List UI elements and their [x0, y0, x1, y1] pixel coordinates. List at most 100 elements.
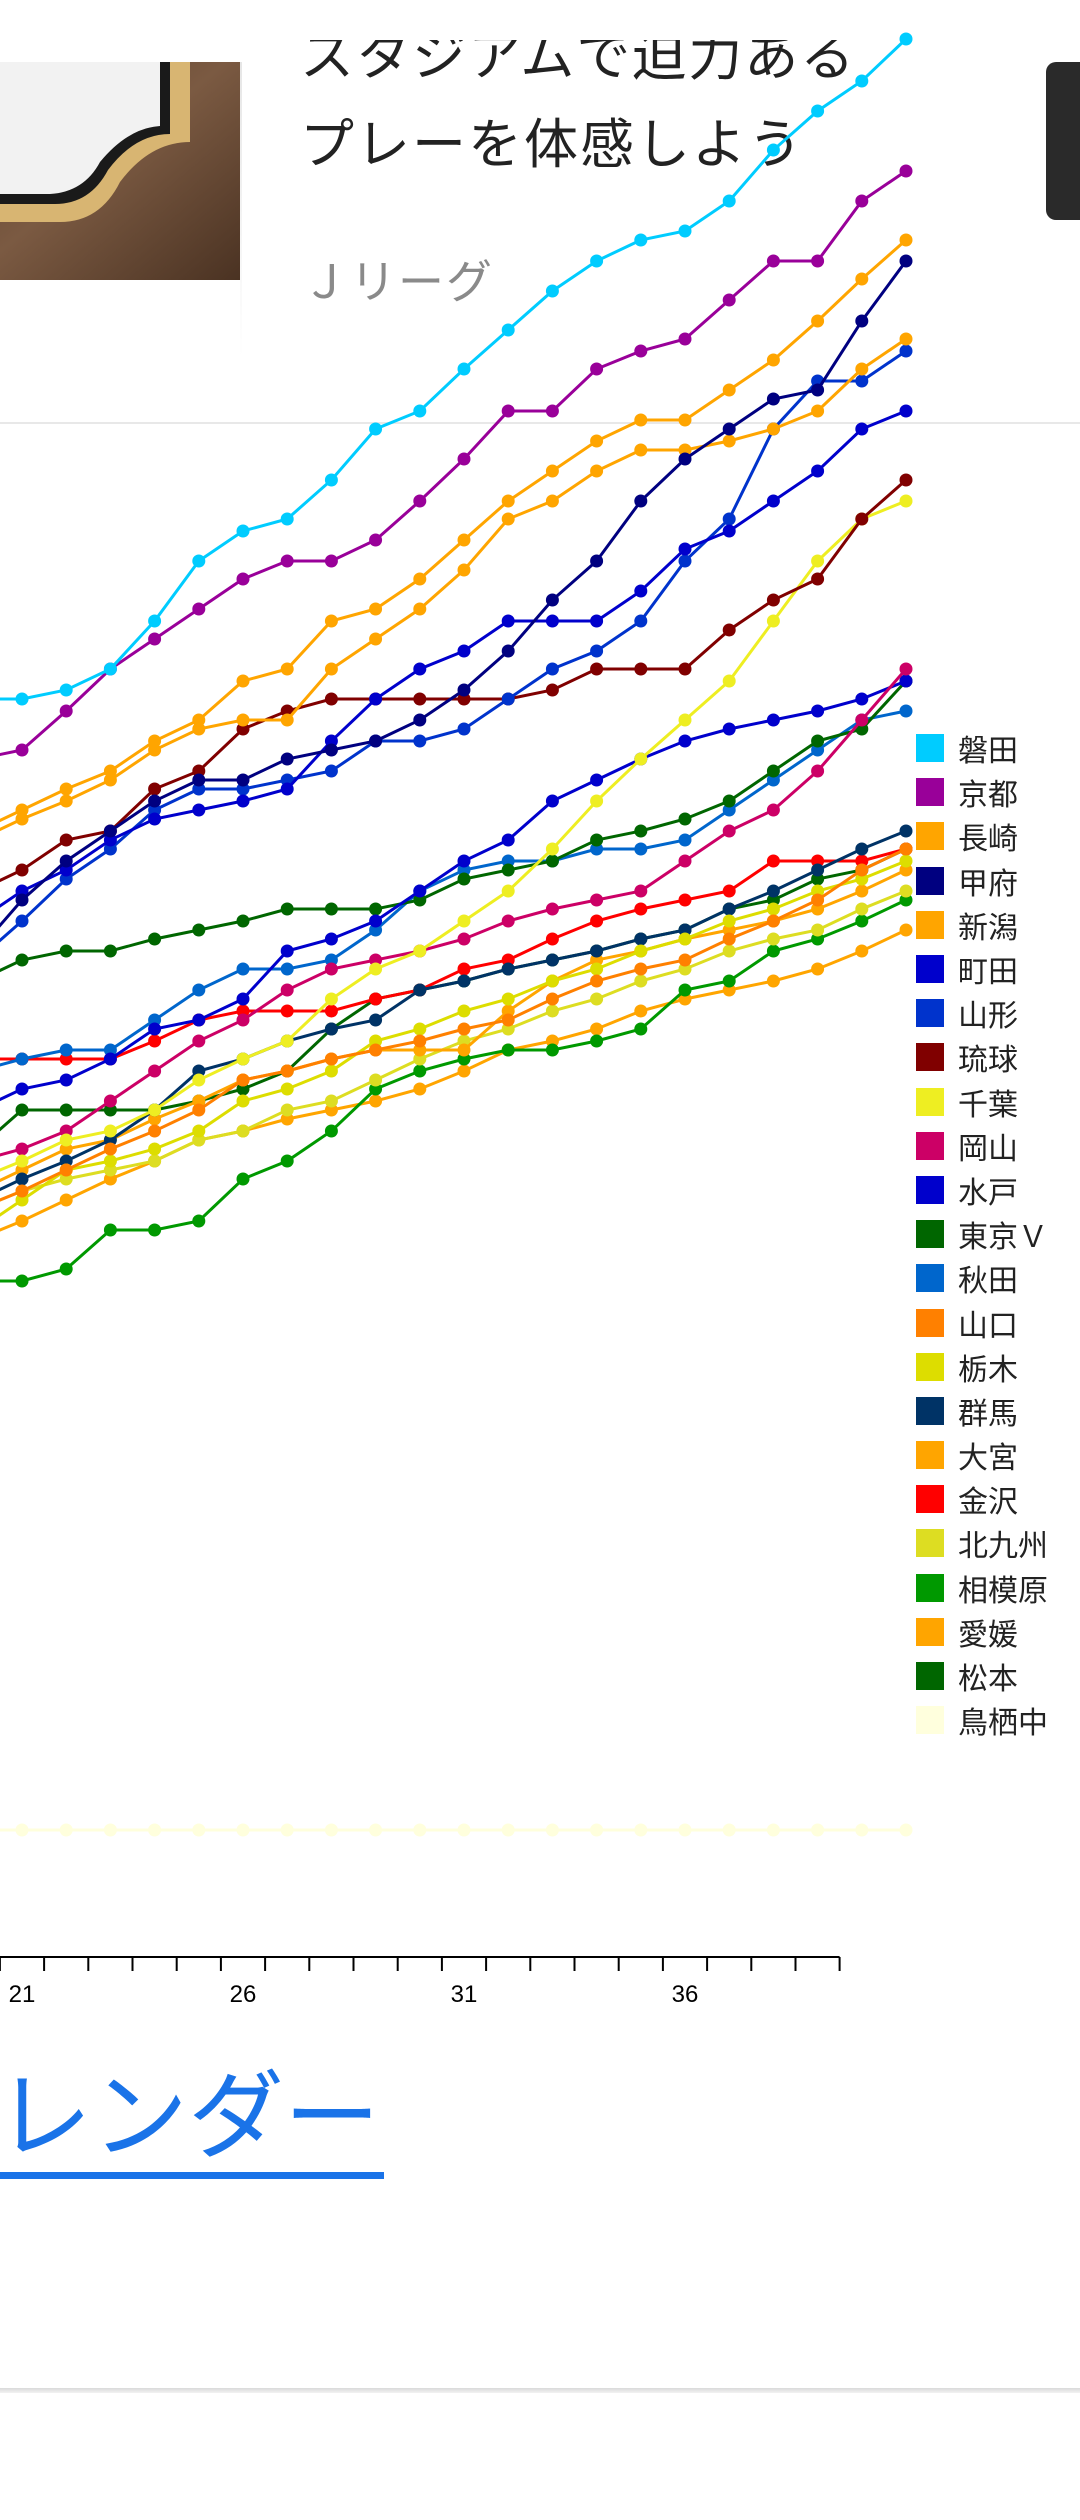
data-point [148, 1112, 162, 1126]
series-line [0, 847, 907, 1202]
calendar-link[interactable]: レンダー [0, 2062, 384, 2179]
data-point [766, 974, 780, 988]
data-point [634, 752, 648, 766]
data-point [457, 722, 471, 736]
data-point [103, 1103, 117, 1117]
legend-swatch [916, 955, 944, 984]
data-point [236, 773, 250, 787]
series-line [0, 409, 907, 908]
data-point [590, 992, 604, 1006]
data-point [148, 1022, 162, 1036]
article-thumbnail[interactable] [0, 62, 242, 280]
data-point [811, 923, 825, 937]
data-point [369, 962, 383, 976]
data-point [501, 1022, 515, 1036]
data-point [15, 803, 29, 817]
data-point [766, 593, 780, 607]
data-point [148, 1823, 162, 1837]
legend-swatch [916, 999, 944, 1028]
series-line [0, 829, 907, 1192]
data-point [413, 884, 427, 898]
data-point [280, 713, 294, 727]
data-point [192, 1214, 206, 1228]
legend-label: 山口 [958, 1308, 1018, 1344]
data-point [855, 194, 869, 208]
data-point [501, 863, 515, 877]
legend-item: 栃木 [916, 1345, 1048, 1389]
data-point [413, 1043, 427, 1057]
series-町田 [0, 404, 913, 908]
article-title[interactable]: スタジアムで迫力ある プレーを体感しよう [300, 40, 900, 188]
data-point [15, 1052, 29, 1066]
data-point [899, 494, 913, 508]
data-point [413, 404, 427, 418]
data-point [236, 782, 250, 796]
data-point [899, 254, 913, 268]
legend-label: 鳥栖中 [958, 1706, 1048, 1742]
data-point [722, 1823, 736, 1837]
data-point [324, 743, 338, 757]
data-point [457, 974, 471, 988]
data-point [369, 1013, 383, 1027]
data-point [369, 902, 383, 916]
data-point [501, 404, 515, 418]
data-point [236, 713, 250, 727]
data-point [324, 692, 338, 706]
data-point [590, 434, 604, 448]
legend-item: 鳥栖中 [916, 1698, 1048, 1742]
data-point [855, 902, 869, 916]
next-card-edge[interactable] [1046, 62, 1080, 220]
data-point [280, 1103, 294, 1117]
data-point [501, 992, 515, 1006]
legend-label: 松本 [958, 1662, 1018, 1698]
data-point [457, 692, 471, 706]
data-point [413, 662, 427, 676]
legend-item: 新潟 [916, 903, 1048, 947]
data-point [722, 293, 736, 307]
data-point [811, 902, 825, 916]
data-point [148, 794, 162, 808]
data-point [15, 914, 29, 928]
data-point [855, 854, 869, 868]
data-point [855, 872, 869, 886]
data-point [678, 1823, 692, 1837]
data-point [236, 1052, 250, 1066]
data-point [413, 713, 427, 727]
data-point [855, 314, 869, 328]
data-point [457, 914, 471, 928]
data-point [15, 1274, 29, 1288]
legend-item: 秋田 [916, 1256, 1048, 1300]
data-point [678, 893, 692, 907]
data-point [324, 992, 338, 1006]
data-point [15, 1172, 29, 1186]
data-point [590, 662, 604, 676]
data-point [192, 1133, 206, 1147]
data-point [590, 842, 604, 856]
data-point [192, 782, 206, 796]
data-point [545, 953, 559, 967]
legend-item: 琉球 [916, 1035, 1048, 1079]
data-point [590, 953, 604, 967]
data-point [192, 1094, 206, 1108]
data-point [722, 944, 736, 958]
data-point [192, 713, 206, 727]
data-point [634, 1004, 648, 1018]
legend-label: 水戸 [958, 1175, 1018, 1211]
data-point [678, 953, 692, 967]
data-point [678, 554, 692, 568]
data-point [369, 692, 383, 706]
data-point [634, 344, 648, 358]
data-point [722, 434, 736, 448]
series-相模原 [0, 893, 913, 1288]
data-point [192, 1064, 206, 1078]
legend-swatch [916, 1706, 944, 1735]
data-point [501, 512, 515, 526]
data-point [634, 614, 648, 628]
series-甲府 [0, 254, 913, 928]
data-point [590, 644, 604, 658]
data-point [236, 914, 250, 928]
data-point [855, 362, 869, 376]
data-point [324, 1052, 338, 1066]
data-point [501, 692, 515, 706]
legend-label: 千葉 [958, 1087, 1018, 1123]
